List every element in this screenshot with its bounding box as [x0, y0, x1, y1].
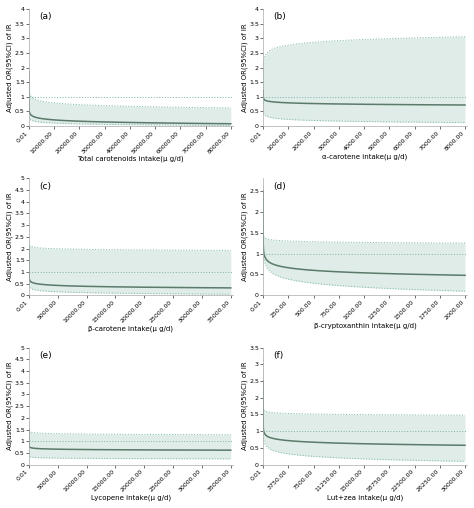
X-axis label: β-cryptoxanthin intake(μ g/d): β-cryptoxanthin intake(μ g/d)	[314, 323, 417, 329]
X-axis label: Total carotenoids intake(μ g/d): Total carotenoids intake(μ g/d)	[78, 156, 184, 163]
Y-axis label: Adjusted OR(95%CI) of IR: Adjusted OR(95%CI) of IR	[241, 193, 248, 281]
Y-axis label: Adjusted OR(95%CI) of IR: Adjusted OR(95%CI) of IR	[7, 23, 13, 112]
X-axis label: Lycopene intake(μ g/d): Lycopene intake(μ g/d)	[91, 494, 171, 501]
X-axis label: α-carotene intake(μ g/d): α-carotene intake(μ g/d)	[322, 153, 408, 160]
Text: (a): (a)	[39, 13, 52, 21]
Text: (c): (c)	[39, 182, 51, 191]
X-axis label: β-carotene intake(μ g/d): β-carotene intake(μ g/d)	[88, 325, 173, 332]
Y-axis label: Adjusted OR(95%CI) of IR: Adjusted OR(95%CI) of IR	[241, 362, 248, 451]
Y-axis label: Adjusted OR(95%CI) of IR: Adjusted OR(95%CI) of IR	[7, 362, 13, 451]
Text: (f): (f)	[273, 351, 283, 360]
Y-axis label: Adjusted OR(95%CI) of IR: Adjusted OR(95%CI) of IR	[7, 193, 13, 281]
Y-axis label: Adjusted OR(95%CI) of IR: Adjusted OR(95%CI) of IR	[241, 23, 248, 112]
Text: (b): (b)	[273, 13, 286, 21]
X-axis label: Lut+zea intake(μ g/d): Lut+zea intake(μ g/d)	[327, 495, 403, 501]
Text: (e): (e)	[39, 351, 52, 360]
Text: (d): (d)	[273, 182, 286, 191]
